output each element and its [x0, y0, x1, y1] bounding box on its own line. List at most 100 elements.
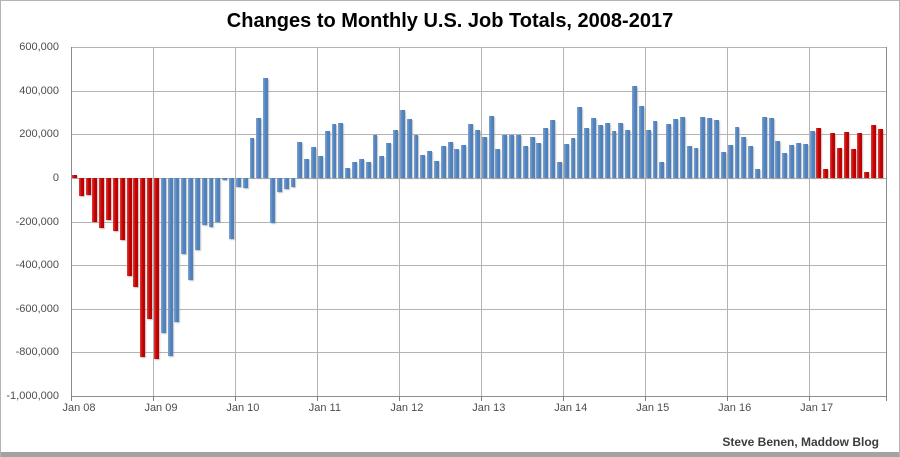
y-axis-label: 600,000 [19, 41, 59, 53]
bar-month-19 [201, 177, 207, 225]
bar-month-54 [440, 146, 446, 178]
bar-month-64 [509, 134, 514, 178]
bar-month-31 [283, 177, 289, 190]
bar-month-39 [338, 123, 344, 178]
bar-month-4 [99, 177, 105, 229]
bar-month-117 [871, 124, 876, 178]
bar-month-74 [577, 106, 583, 178]
bar-month-79 [611, 130, 617, 178]
v-gridline [316, 47, 318, 396]
bar-month-114 [850, 149, 856, 178]
axis-tick [234, 396, 236, 401]
bar-month-33 [297, 142, 303, 178]
bar-month-17 [188, 177, 193, 281]
bar-month-53 [433, 160, 439, 178]
h-gridline [71, 396, 887, 397]
bar-month-100 [755, 169, 760, 178]
v-gridline [562, 47, 564, 396]
bar-month-110 [823, 168, 829, 178]
axis-tick [398, 396, 400, 401]
h-gridline [71, 47, 887, 48]
v-gridline [152, 47, 154, 396]
bar-month-89 [679, 117, 685, 178]
h-gridline [71, 352, 887, 354]
x-axis-label: Jan 08 [62, 402, 96, 414]
bar-month-111 [830, 132, 836, 178]
bar-month-105 [789, 144, 795, 178]
h-gridline [71, 90, 887, 92]
bar-month-60 [481, 137, 487, 178]
bar-month-108 [809, 130, 815, 178]
bar-month-62 [495, 149, 501, 178]
x-axis-label: Jan 14 [554, 402, 588, 414]
bar-month-78 [604, 123, 610, 178]
bar-month-65 [515, 134, 521, 178]
bar-month-68 [536, 142, 542, 178]
bar-month-46 [386, 142, 392, 178]
bar-month-102 [768, 117, 774, 178]
bar-month-66 [522, 146, 528, 178]
axis-tick [480, 396, 482, 401]
bar-month-63 [502, 134, 508, 178]
bar-month-32 [290, 177, 296, 187]
bottom-border-bar [1, 452, 899, 457]
bar-month-70 [550, 120, 555, 178]
bar-month-118 [877, 129, 883, 178]
axis-tick [644, 396, 646, 401]
bar-month-1 [78, 177, 84, 197]
x-axis-label: Jan 15 [636, 402, 670, 414]
bar-month-34 [304, 159, 310, 178]
bar-month-22 [222, 177, 228, 181]
bar-month-93 [707, 117, 713, 178]
bar-month-109 [816, 127, 822, 178]
axis-tick [152, 396, 154, 401]
x-axis-label: Jan 12 [390, 402, 424, 414]
bar-month-88 [673, 118, 678, 178]
bar-month-55 [447, 142, 453, 178]
v-gridline [808, 47, 810, 396]
bar-month-107 [802, 144, 808, 178]
h-gridline [71, 221, 887, 223]
bar-month-51 [420, 155, 426, 178]
bar-month-97 [734, 127, 740, 178]
bar-month-2 [85, 177, 91, 196]
bar-month-8 [126, 177, 132, 277]
bar-month-24 [235, 177, 241, 188]
bar-month-113 [843, 132, 849, 178]
h-gridline [71, 177, 887, 179]
bar-month-81 [625, 129, 631, 178]
axis-tick [808, 396, 810, 401]
plot-right-border [886, 47, 887, 396]
y-axis-label: 0 [52, 171, 59, 184]
axis-tick [726, 396, 728, 401]
bar-month-42 [358, 159, 364, 178]
x-axis-label: Jan 16 [718, 402, 752, 414]
bar-month-9 [133, 177, 139, 287]
x-axis-label: Jan 11 [308, 402, 341, 414]
bar-month-0 [72, 174, 77, 178]
bar-month-85 [652, 120, 658, 178]
bar-month-52 [427, 151, 433, 178]
bar-month-84 [645, 129, 651, 178]
x-axis-label: Jan 10 [226, 402, 260, 414]
bar-month-29 [270, 177, 275, 223]
bar-month-10 [140, 177, 146, 357]
bar-month-99 [748, 146, 754, 178]
v-gridline [71, 47, 72, 396]
bar-month-26 [249, 137, 255, 178]
bar-month-11 [147, 177, 153, 319]
chart-title: Changes to Monthly U.S. Job Totals, 2008… [226, 10, 674, 32]
bar-month-76 [591, 117, 596, 178]
bar-month-86 [659, 161, 665, 178]
bar-month-80 [618, 123, 624, 178]
bar-month-47 [393, 129, 398, 178]
bar-month-57 [461, 144, 467, 178]
x-axis-label: Jan 13 [472, 402, 506, 414]
bar-month-103 [775, 141, 781, 178]
bar-month-112 [836, 147, 842, 178]
y-axis-label: -1,000,000 [6, 390, 59, 402]
bar-month-20 [208, 177, 214, 227]
h-gridline [71, 265, 887, 267]
bar-month-94 [714, 120, 719, 178]
bar-month-40 [345, 168, 351, 178]
